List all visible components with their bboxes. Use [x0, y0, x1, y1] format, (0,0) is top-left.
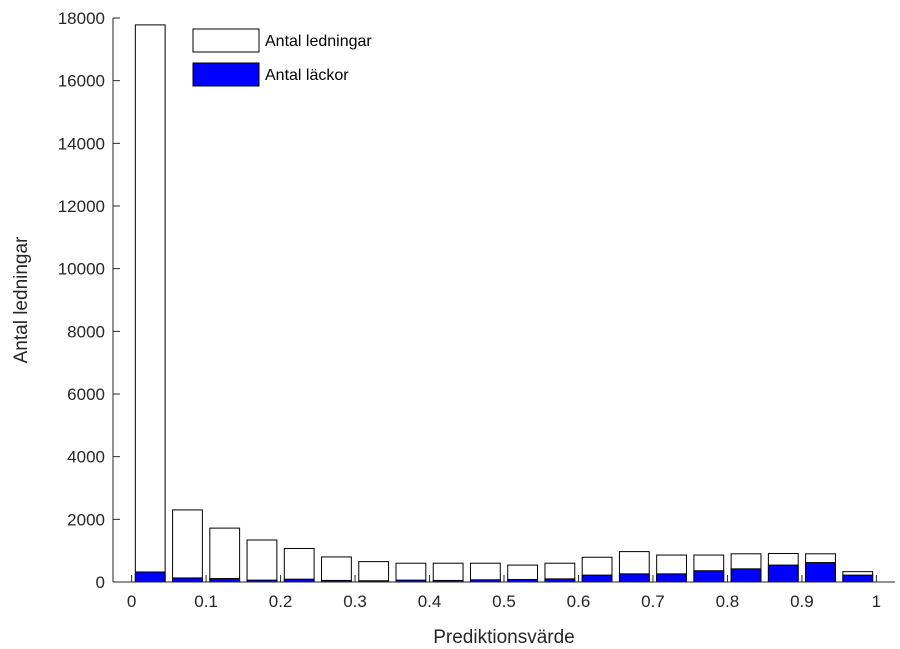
x-tick-label: 0.7 [641, 592, 665, 611]
bar-lackor-15 [693, 570, 725, 583]
y-tick-label: 6000 [67, 385, 105, 404]
x-tick-label: 0 [127, 592, 136, 611]
axes [112, 18, 895, 583]
y-tick-label: 0 [96, 573, 105, 592]
y-tick-label: 10000 [58, 260, 105, 279]
x-ticks: 0 0.1 0.2 0.3 0.4 0.5 0.6 0.7 0.8 0.9 1 [127, 575, 881, 611]
y-axis-title: Antal ledningar [11, 236, 32, 363]
x-tick-label: 0.6 [567, 592, 591, 611]
bar-ledningar-1 [172, 509, 203, 583]
x-tick-label: 0.9 [790, 592, 814, 611]
legend: Antal ledningar Antal läckor [192, 28, 372, 87]
x-tick-label: 0.8 [716, 592, 740, 611]
y-tick-label: 14000 [58, 134, 105, 153]
bar-lackor-17 [767, 564, 799, 583]
y-tick-label: 12000 [58, 197, 105, 216]
x-tick-label: 1 [872, 592, 881, 611]
bar-ledningar-3 [246, 539, 278, 583]
bar-lackor-16 [730, 568, 762, 583]
legend-label-antal-lackor: Antal läckor [265, 67, 349, 84]
bar-lackor-13 [618, 573, 650, 583]
bar-ledningar-2 [209, 527, 241, 583]
bar-lackor-19 [842, 574, 874, 583]
x-tick-label: 0.1 [194, 592, 218, 611]
x-tick-label: 0.4 [418, 592, 442, 611]
bar-ledningar-8 [432, 562, 464, 583]
bar-ledningar-6 [358, 561, 390, 583]
bar-lackor-0 [134, 571, 166, 583]
y-ticks: 0 2000 4000 6000 8000 10000 12000 14000 16000 180… [58, 9, 120, 592]
x-tick-label: 0.3 [343, 592, 367, 611]
bar-ledningar-0 [134, 24, 166, 583]
bar-lackor-12 [581, 574, 613, 583]
legend-swatch-antal-lackor [192, 62, 260, 87]
y-tick-label: 4000 [67, 448, 105, 467]
x-tick-label: 0.5 [492, 592, 516, 611]
y-tick-label: 16000 [58, 72, 105, 91]
bar-lackor-18 [805, 562, 836, 583]
bar-ledningar-4 [283, 547, 315, 583]
legend-label-antal-ledningar: Antal ledningar [265, 33, 372, 50]
bar-ledningar-7 [395, 562, 427, 583]
bar-lackor-1 [172, 577, 203, 583]
bar-ledningar-9 [469, 562, 501, 583]
y-tick-label: 8000 [67, 322, 105, 341]
x-axis-title: Prediktionsvärde [433, 627, 575, 648]
legend-swatch-antal-ledningar [192, 28, 260, 53]
bar-lackor-14 [656, 573, 687, 583]
bar-ledningar-5 [321, 556, 352, 583]
bar-lackor-2 [209, 578, 241, 583]
y-tick-label: 18000 [58, 9, 105, 28]
x-tick-label: 0.2 [269, 592, 293, 611]
y-tick-label: 2000 [67, 510, 105, 529]
bars [134, 24, 874, 583]
